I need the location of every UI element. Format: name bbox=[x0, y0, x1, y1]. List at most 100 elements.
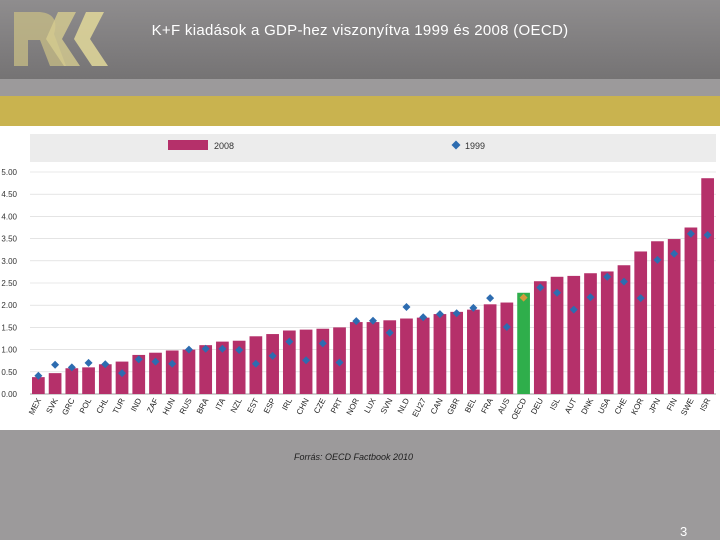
bar-2008-svn bbox=[383, 320, 397, 394]
x-tick-label: ZAF bbox=[145, 397, 160, 415]
y-tick-label: 4.50 bbox=[1, 190, 17, 199]
bar-2008-eu27 bbox=[416, 317, 430, 394]
x-tick-label: IND bbox=[129, 397, 144, 414]
bar-2008-aus bbox=[500, 302, 514, 394]
accent-band bbox=[0, 96, 720, 126]
x-tick-label: HUN bbox=[161, 397, 177, 417]
marker-1999-pol bbox=[84, 358, 93, 367]
marker-1999-bra bbox=[201, 344, 210, 353]
y-tick-label: 2.00 bbox=[1, 301, 17, 310]
marker-1999-deu bbox=[536, 283, 545, 292]
x-tick-label: NOR bbox=[345, 397, 361, 417]
bar-2008-bel bbox=[467, 309, 480, 394]
x-tick-label: ISL bbox=[548, 396, 562, 411]
marker-1999-isr bbox=[703, 231, 712, 240]
x-tick-label: EST bbox=[245, 397, 260, 415]
y-tick-label: 3.50 bbox=[1, 235, 17, 244]
marker-1999-cze bbox=[318, 339, 327, 348]
bar-2008-tur bbox=[115, 361, 129, 394]
x-tick-label: KOR bbox=[629, 397, 645, 417]
y-tick-label: 4.00 bbox=[1, 212, 17, 221]
y-tick-label: 1.00 bbox=[1, 346, 17, 355]
x-tick-label: ISR bbox=[698, 397, 712, 413]
bar-2008-gbr bbox=[450, 311, 464, 394]
bars-2008 bbox=[32, 178, 714, 394]
marker-1999-nzl bbox=[235, 346, 244, 355]
marker-1999-aus bbox=[502, 322, 511, 331]
bar-2008-fra bbox=[483, 304, 497, 394]
bar-2008-fin bbox=[667, 239, 681, 394]
y-axis: 0.00 0.50 1.00 1.50 2.00 2.50 3.00 3.50 4.00 4.50… bbox=[1, 168, 17, 399]
x-tick-label: ESP bbox=[262, 397, 277, 415]
marker-1999-hun bbox=[168, 359, 177, 368]
x-tick-label: GBR bbox=[445, 397, 461, 417]
x-tick-label: CHN bbox=[295, 397, 311, 417]
marker-1999-est bbox=[251, 359, 260, 368]
bar-2008-isl bbox=[550, 276, 564, 394]
x-tick-label: BEL bbox=[463, 396, 478, 414]
x-tick-label: LUX bbox=[363, 396, 379, 415]
marker-1999-esp bbox=[268, 351, 277, 360]
x-tick-label: SVN bbox=[379, 397, 395, 416]
x-tick-label: CAN bbox=[429, 397, 445, 416]
bar-2008-ita bbox=[216, 341, 229, 394]
marker-1999-ita bbox=[218, 344, 227, 353]
marker-1999-aut bbox=[569, 305, 578, 314]
x-tick-label: POL bbox=[78, 396, 94, 415]
x-tick-label: NZL bbox=[229, 396, 244, 414]
page-number: 3 bbox=[680, 524, 688, 539]
marker-1999-fra bbox=[486, 294, 495, 303]
marker-1999-swe bbox=[686, 229, 695, 238]
marker-1999-oecd bbox=[519, 293, 528, 302]
legend-label-2008: 2008 bbox=[214, 141, 234, 151]
marker-1999-che bbox=[619, 277, 628, 286]
x-tick-label: ITA bbox=[214, 396, 228, 411]
marker-1999-usa bbox=[603, 272, 612, 281]
rkk-logo-icon bbox=[14, 12, 108, 66]
bar-2008-zaf bbox=[149, 352, 162, 394]
x-tick-label: USA bbox=[596, 396, 612, 415]
marker-1999-svk bbox=[51, 360, 60, 369]
marker-1999-chn bbox=[302, 356, 311, 365]
x-tick-label: CHE bbox=[613, 397, 629, 416]
bar-2008-can bbox=[433, 314, 447, 394]
bar-2008-isr bbox=[701, 178, 714, 394]
bar-2008-grc bbox=[65, 368, 79, 394]
marker-1999-rus bbox=[184, 345, 193, 354]
x-tick-label: PRT bbox=[329, 397, 344, 415]
marker-1999-grc bbox=[67, 363, 76, 372]
marker-1999-lux bbox=[369, 316, 377, 325]
marker-1999-can bbox=[435, 310, 444, 319]
bar-2008-bra bbox=[199, 345, 213, 394]
marker-1999-prt bbox=[335, 358, 344, 367]
page-title: K+F kiadások a GDP-hez viszonyítva 1999 … bbox=[151, 22, 569, 39]
x-tick-label: CZE bbox=[312, 397, 327, 415]
y-tick-label: 1.50 bbox=[1, 323, 17, 332]
bar-2008-hun bbox=[165, 350, 179, 394]
marker-1999-fin bbox=[670, 249, 679, 258]
x-tick-label: AUS bbox=[496, 397, 512, 416]
x-axis: MEX SVK GRC POL CHL TUR IND ZAF HUN RUS BRA ITA NZL E… bbox=[27, 396, 712, 421]
marker-1999-isl bbox=[553, 288, 562, 297]
x-tick-label: SWE bbox=[679, 397, 696, 417]
legend-box bbox=[30, 134, 716, 162]
legend-swatch-2008 bbox=[168, 140, 208, 150]
marker-1999-nld bbox=[402, 302, 411, 311]
x-tick-label: NLD bbox=[396, 397, 412, 416]
source-note: Forrás: OECD Factbook 2010 bbox=[294, 452, 414, 462]
y-tick-label: 5.00 bbox=[1, 168, 17, 177]
bar-2008-lux bbox=[366, 322, 380, 394]
x-tick-label: FRA bbox=[479, 396, 495, 415]
x-tick-label: IRL bbox=[280, 396, 294, 412]
y-tick-label: 0.00 bbox=[1, 390, 17, 399]
y-tick-label: 0.50 bbox=[1, 368, 17, 377]
x-tick-label: AUT bbox=[563, 397, 579, 415]
marker-1999-eu27 bbox=[419, 313, 428, 322]
x-tick-label: GRC bbox=[60, 397, 76, 417]
y-tick-label: 2.50 bbox=[1, 279, 17, 288]
legend-label-1999: 1999 bbox=[465, 141, 485, 151]
bar-2008-oecd bbox=[517, 292, 530, 394]
y-tick-label: 3.00 bbox=[1, 257, 17, 266]
x-tick-label: OECD bbox=[510, 397, 529, 422]
bar-2008-deu bbox=[533, 281, 547, 394]
